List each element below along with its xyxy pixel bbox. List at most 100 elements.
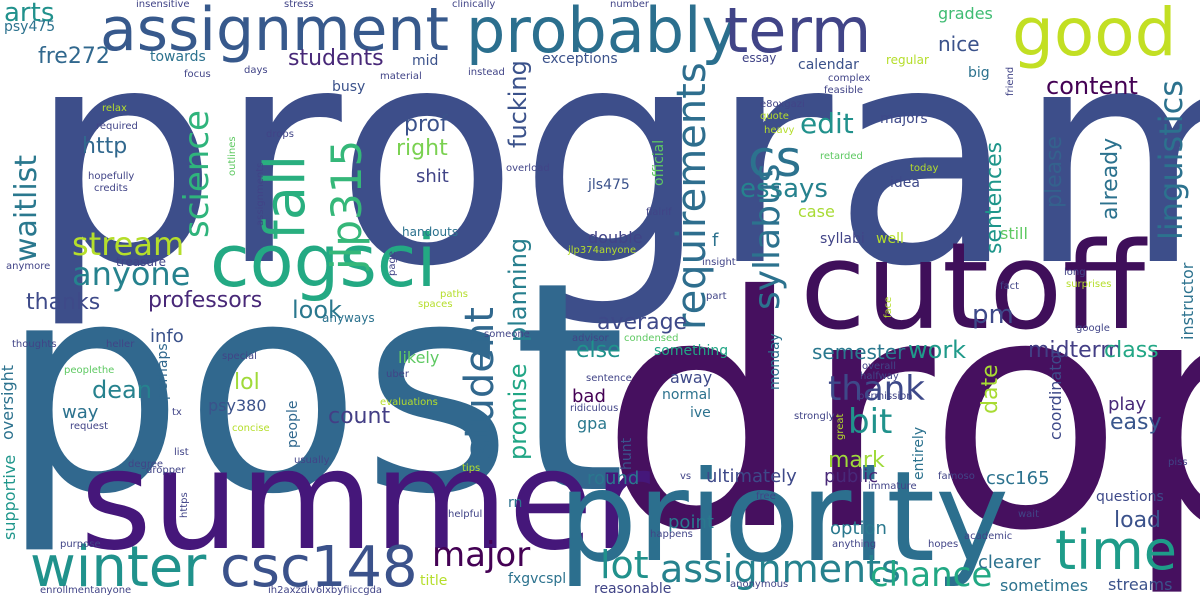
word: evaluations [380, 397, 438, 408]
word: summer [80, 420, 650, 581]
word: post [0, 221, 627, 558]
word: shit [416, 166, 449, 187]
word: something [654, 343, 729, 359]
word: peoplethe [64, 365, 115, 376]
word: average [597, 310, 688, 335]
word: ive [690, 405, 711, 421]
word: piss [1168, 457, 1188, 468]
word: calendar [798, 57, 859, 73]
word: entirely [911, 426, 927, 480]
word: wait [1018, 509, 1040, 520]
word: idea [890, 175, 920, 191]
word: tips [462, 463, 481, 474]
word: fall [253, 154, 318, 240]
word: assignment [100, 0, 449, 65]
word: grades [938, 4, 993, 23]
word: way [62, 402, 99, 423]
word: nice [938, 32, 980, 56]
word: good [1012, 0, 1177, 71]
word: cogsci [210, 219, 437, 303]
word: time [1055, 519, 1178, 582]
word: still [1000, 224, 1028, 243]
word: students [288, 46, 384, 71]
word: dean [92, 376, 152, 404]
word: happens [650, 529, 693, 540]
word: public [824, 466, 879, 487]
word: midterm [1028, 338, 1122, 363]
word: exceptions [542, 51, 618, 67]
word: fre272 [38, 44, 110, 69]
word: round [587, 468, 640, 489]
word: hopefully [88, 171, 135, 182]
word: info [150, 326, 184, 347]
word: anonymous [730, 579, 789, 590]
word: thank [828, 369, 925, 409]
word: planning [504, 237, 532, 342]
word: reasonable [594, 581, 672, 597]
word: thanks [26, 290, 101, 315]
word: perhaps [155, 343, 171, 400]
word: majors [880, 111, 928, 127]
word: edit [800, 107, 854, 140]
word: essay [742, 51, 777, 65]
word: major [432, 535, 531, 575]
word: outlines [227, 136, 238, 176]
word: fucking [504, 60, 532, 148]
word: purpose [60, 539, 101, 550]
word: probably [466, 0, 739, 67]
word: special [222, 351, 257, 362]
word: winter [30, 535, 207, 600]
word: stress [284, 0, 314, 10]
word: someone [484, 329, 530, 340]
word: immature [868, 481, 917, 492]
word: quote [760, 111, 789, 122]
word: count [328, 404, 391, 429]
word: uber [386, 369, 409, 380]
word: fxgvcspl [508, 571, 567, 587]
word: pm [972, 300, 1014, 330]
word: treasure [116, 255, 167, 269]
word: double [588, 228, 643, 247]
word: required [96, 121, 138, 132]
word: professors [148, 288, 263, 313]
word: streams [1108, 575, 1173, 594]
word: hopes [928, 539, 959, 550]
word: handouts [402, 225, 459, 239]
word: anything [832, 539, 877, 550]
word: helpful [448, 509, 483, 520]
word: clinically [452, 0, 496, 10]
word: friend [1005, 66, 1016, 96]
word: content [1046, 72, 1138, 100]
word: overall [862, 361, 896, 372]
word: semester [812, 340, 906, 364]
word: anyone [72, 255, 191, 293]
word: f [712, 230, 719, 251]
word: clearer [978, 552, 1041, 573]
word: e8oxgazi [760, 99, 805, 110]
word: towards [150, 49, 206, 65]
word: date [978, 364, 1003, 414]
word: permission [858, 391, 913, 402]
word: enrollmentanyone [40, 585, 132, 596]
word: promise [504, 363, 532, 460]
word: jlp374anyone [568, 245, 636, 256]
word: advisor [572, 333, 609, 344]
word: feasible [824, 85, 864, 96]
word: likely [398, 348, 440, 367]
word: supportive [0, 454, 19, 540]
word: class [1104, 338, 1159, 363]
word: retarded [820, 151, 863, 162]
word: free [756, 491, 776, 502]
word: number [610, 0, 650, 10]
word: vs [680, 471, 692, 482]
word: jls475 [588, 177, 630, 193]
word: heller [106, 339, 135, 350]
word: credits [94, 183, 128, 194]
word: term [724, 0, 872, 67]
word: insensitive [136, 0, 190, 10]
word: days [244, 65, 268, 76]
word: waitlist [9, 154, 44, 262]
word: right [396, 136, 448, 161]
word: cutoff [800, 218, 1146, 357]
word: psy475 [4, 19, 56, 35]
